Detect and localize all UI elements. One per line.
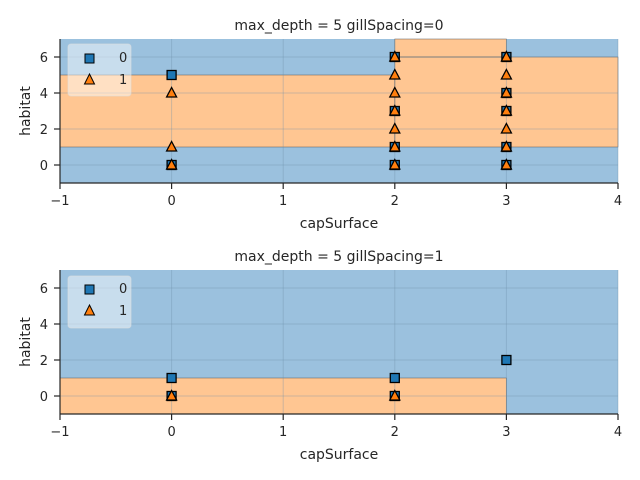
chart-bottom-legend-label-1: 1 bbox=[119, 304, 127, 319]
chart-top-point-series1-12 bbox=[500, 86, 513, 98]
chart-bottom-point-series1-1 bbox=[388, 389, 401, 401]
chart-top-point-series1-0 bbox=[165, 86, 178, 98]
chart-top-point-series1-3 bbox=[388, 50, 401, 62]
chart-top-legend-marker-0 bbox=[84, 53, 95, 64]
chart-top-y-tick-label-1: 2 bbox=[40, 123, 48, 138]
chart-top-point-series1-14 bbox=[500, 122, 513, 134]
chart-top-ylabel: habitat bbox=[18, 86, 34, 136]
chart-top-decision-region-4 bbox=[506, 39, 618, 57]
chart-top-point-series1-8 bbox=[388, 140, 401, 152]
chart-bottom-x-tick-label-2: 1 bbox=[279, 425, 287, 440]
chart-top-point-series1-7 bbox=[388, 122, 401, 134]
chart-bottom-x-tick-label-0: −1 bbox=[50, 425, 69, 440]
chart-bottom-legend-label-0: 0 bbox=[119, 282, 127, 297]
chart-top-y-tick-label-0: 0 bbox=[40, 159, 48, 174]
chart-top-decision-region-2 bbox=[60, 39, 395, 75]
chart-top-point-series1-5 bbox=[388, 86, 401, 98]
chart-bottom-legend: 0 1 bbox=[67, 275, 132, 329]
chart-bottom-plot-area: −1 0 1 2 3 4 0 2 4 6 bbox=[40, 270, 622, 440]
chart-top-plot-area: −1 0 1 2 3 4 0 2 4 6 bbox=[40, 38, 622, 209]
chart-bottom-legend-marker-1 bbox=[83, 303, 96, 316]
chart-bottom-title: max_depth = 5 gillSpacing=1 bbox=[234, 249, 443, 265]
chart-bottom-y-tick-label-3: 6 bbox=[40, 282, 48, 297]
chart-bottom-point-series0-0 bbox=[166, 372, 177, 384]
chart-bottom-x-tick-label-5: 4 bbox=[614, 425, 622, 440]
chart-bottom-y-tick-label-1: 2 bbox=[40, 354, 48, 369]
chart-bottom-x-tick-label-1: 0 bbox=[167, 425, 175, 440]
chart-bottom-point-series0-4 bbox=[501, 354, 512, 366]
chart-top: max_depth = 5 gillSpacing=0 −1 0 1 2 3 40246 … bbox=[18, 18, 622, 232]
chart-top-x-tick-label-2: 1 bbox=[279, 194, 287, 209]
chart-top-point-series1-9 bbox=[388, 158, 401, 170]
chart-top-legend-label-0: 0 bbox=[119, 51, 127, 66]
chart-top-x-tick-label-4: 3 bbox=[502, 194, 510, 209]
chart-bottom-x-tick-label-3: 2 bbox=[391, 425, 399, 440]
chart-top-x-tick-label-0: −1 bbox=[50, 194, 69, 209]
chart-bottom-point-series1-0 bbox=[165, 389, 178, 401]
chart-top-point-series1-4 bbox=[388, 68, 401, 80]
chart-top-decision-region-5 bbox=[394, 39, 507, 57]
chart-top-point-series1-15 bbox=[500, 140, 513, 152]
chart-top-x-tick-label-3: 2 bbox=[391, 194, 399, 209]
chart-bottom-point-series0-2 bbox=[389, 372, 400, 384]
chart-bottom: max_depth = 5 gillSpacing=1 −1 0 1 2 3 40246 … bbox=[18, 249, 622, 463]
chart-top-point-series1-1 bbox=[165, 140, 178, 152]
chart-top-y-tick-label-3: 6 bbox=[40, 51, 48, 66]
chart-top-x-tick-label-1: 0 bbox=[167, 194, 175, 209]
chart-top-point-series0-0 bbox=[166, 69, 177, 81]
chart-bottom-xlabel: capSurface bbox=[300, 447, 379, 463]
chart-top-legend-marker-1 bbox=[83, 72, 96, 85]
chart-bottom-ylabel: habitat bbox=[18, 317, 34, 367]
chart-bottom-legend-marker-0 bbox=[84, 284, 95, 295]
chart-top-y-tick-label-2: 4 bbox=[40, 87, 48, 102]
chart-top-point-series1-10 bbox=[500, 50, 513, 62]
chart-top-xlabel: capSurface bbox=[300, 216, 379, 232]
chart-top-title: max_depth = 5 gillSpacing=0 bbox=[234, 18, 443, 34]
chart-top-point-series1-6 bbox=[388, 104, 401, 116]
chart-top-x-tick-label-5: 4 bbox=[614, 194, 622, 209]
chart-bottom-x-tick-label-4: 3 bbox=[502, 425, 510, 440]
chart-bottom-y-tick-label-2: 4 bbox=[40, 318, 48, 333]
chart-bottom-y-tick-label-0: 0 bbox=[40, 390, 48, 405]
chart-top-legend-label-1: 1 bbox=[119, 73, 127, 88]
chart-top-region-boundary-5 bbox=[394, 38, 507, 58]
chart-top-point-series1-2 bbox=[165, 158, 178, 170]
chart-top-point-series1-16 bbox=[500, 158, 513, 170]
chart-top-decision-region-1 bbox=[60, 75, 395, 147]
chart-top-decision-region-0 bbox=[60, 147, 618, 183]
chart-top-point-series1-13 bbox=[500, 104, 513, 116]
chart-top-legend: 0 1 bbox=[67, 43, 132, 97]
chart-bottom-decision-region-1 bbox=[60, 378, 507, 414]
chart-top-point-series1-11 bbox=[500, 68, 513, 80]
